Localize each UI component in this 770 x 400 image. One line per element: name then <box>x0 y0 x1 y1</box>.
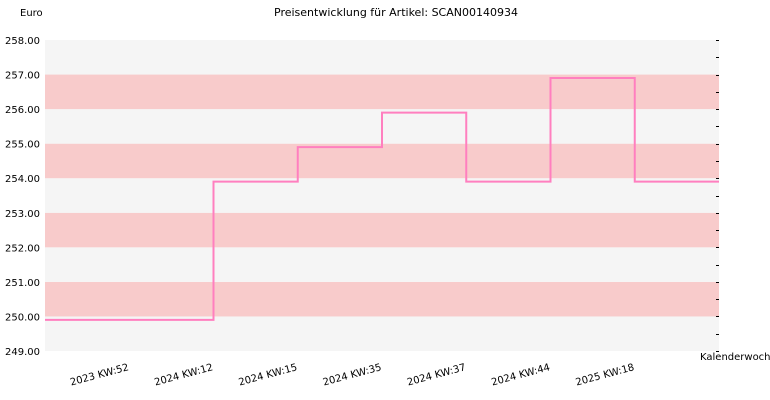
right-minor-ticks <box>716 40 719 352</box>
y-axis-tick-labels: 249.00 250.00 251.00 252.00 253.00 254.00 255.… <box>5 36 40 358</box>
x-axis-label: Kalenderwoche <box>700 352 770 363</box>
grid-band <box>45 212 719 248</box>
y-tick-label: 257.00 <box>5 71 40 82</box>
grid-band <box>45 178 719 213</box>
x-tick-label: 2025 KW:18 <box>574 362 635 388</box>
x-tick-label: 2024 KW:37 <box>406 362 467 388</box>
y-tick-label: 250.00 <box>5 312 40 323</box>
grid-band <box>45 40 719 75</box>
y-tick-label: 256.00 <box>5 105 40 116</box>
y-tick-label: 249.00 <box>5 347 40 358</box>
chart-title: Preisentwicklung für Artikel: SCAN001409… <box>274 6 518 19</box>
x-tick-label: 2024 KW:12 <box>153 362 214 388</box>
x-tick-label: 2024 KW:35 <box>322 362 383 388</box>
y-tick-label: 252.00 <box>5 243 40 254</box>
y-tick-label: 254.00 <box>5 174 40 185</box>
grid-band <box>45 74 719 110</box>
x-tick-label: 2024 KW:15 <box>237 362 298 388</box>
grid-band <box>45 143 719 179</box>
y-tick-label: 258.00 <box>5 36 40 47</box>
background-bands <box>45 40 719 351</box>
grid-band <box>45 281 719 317</box>
series-group <box>45 77 719 321</box>
price-series-line <box>45 77 719 321</box>
grid-band <box>45 247 719 282</box>
y-tick-label: 255.00 <box>5 140 40 151</box>
y-tick-label: 251.00 <box>5 278 40 289</box>
y-axis-label: Euro <box>20 8 43 19</box>
x-axis-tick-labels: 2023 KW:52 2024 KW:12 2024 KW:15 2024 KW:35… <box>69 362 636 388</box>
y-tick-label: 253.00 <box>5 209 40 220</box>
grid-band <box>45 316 719 351</box>
x-tick-label: 2024 KW:44 <box>490 362 551 388</box>
x-tick-label: 2023 KW:52 <box>69 362 130 388</box>
